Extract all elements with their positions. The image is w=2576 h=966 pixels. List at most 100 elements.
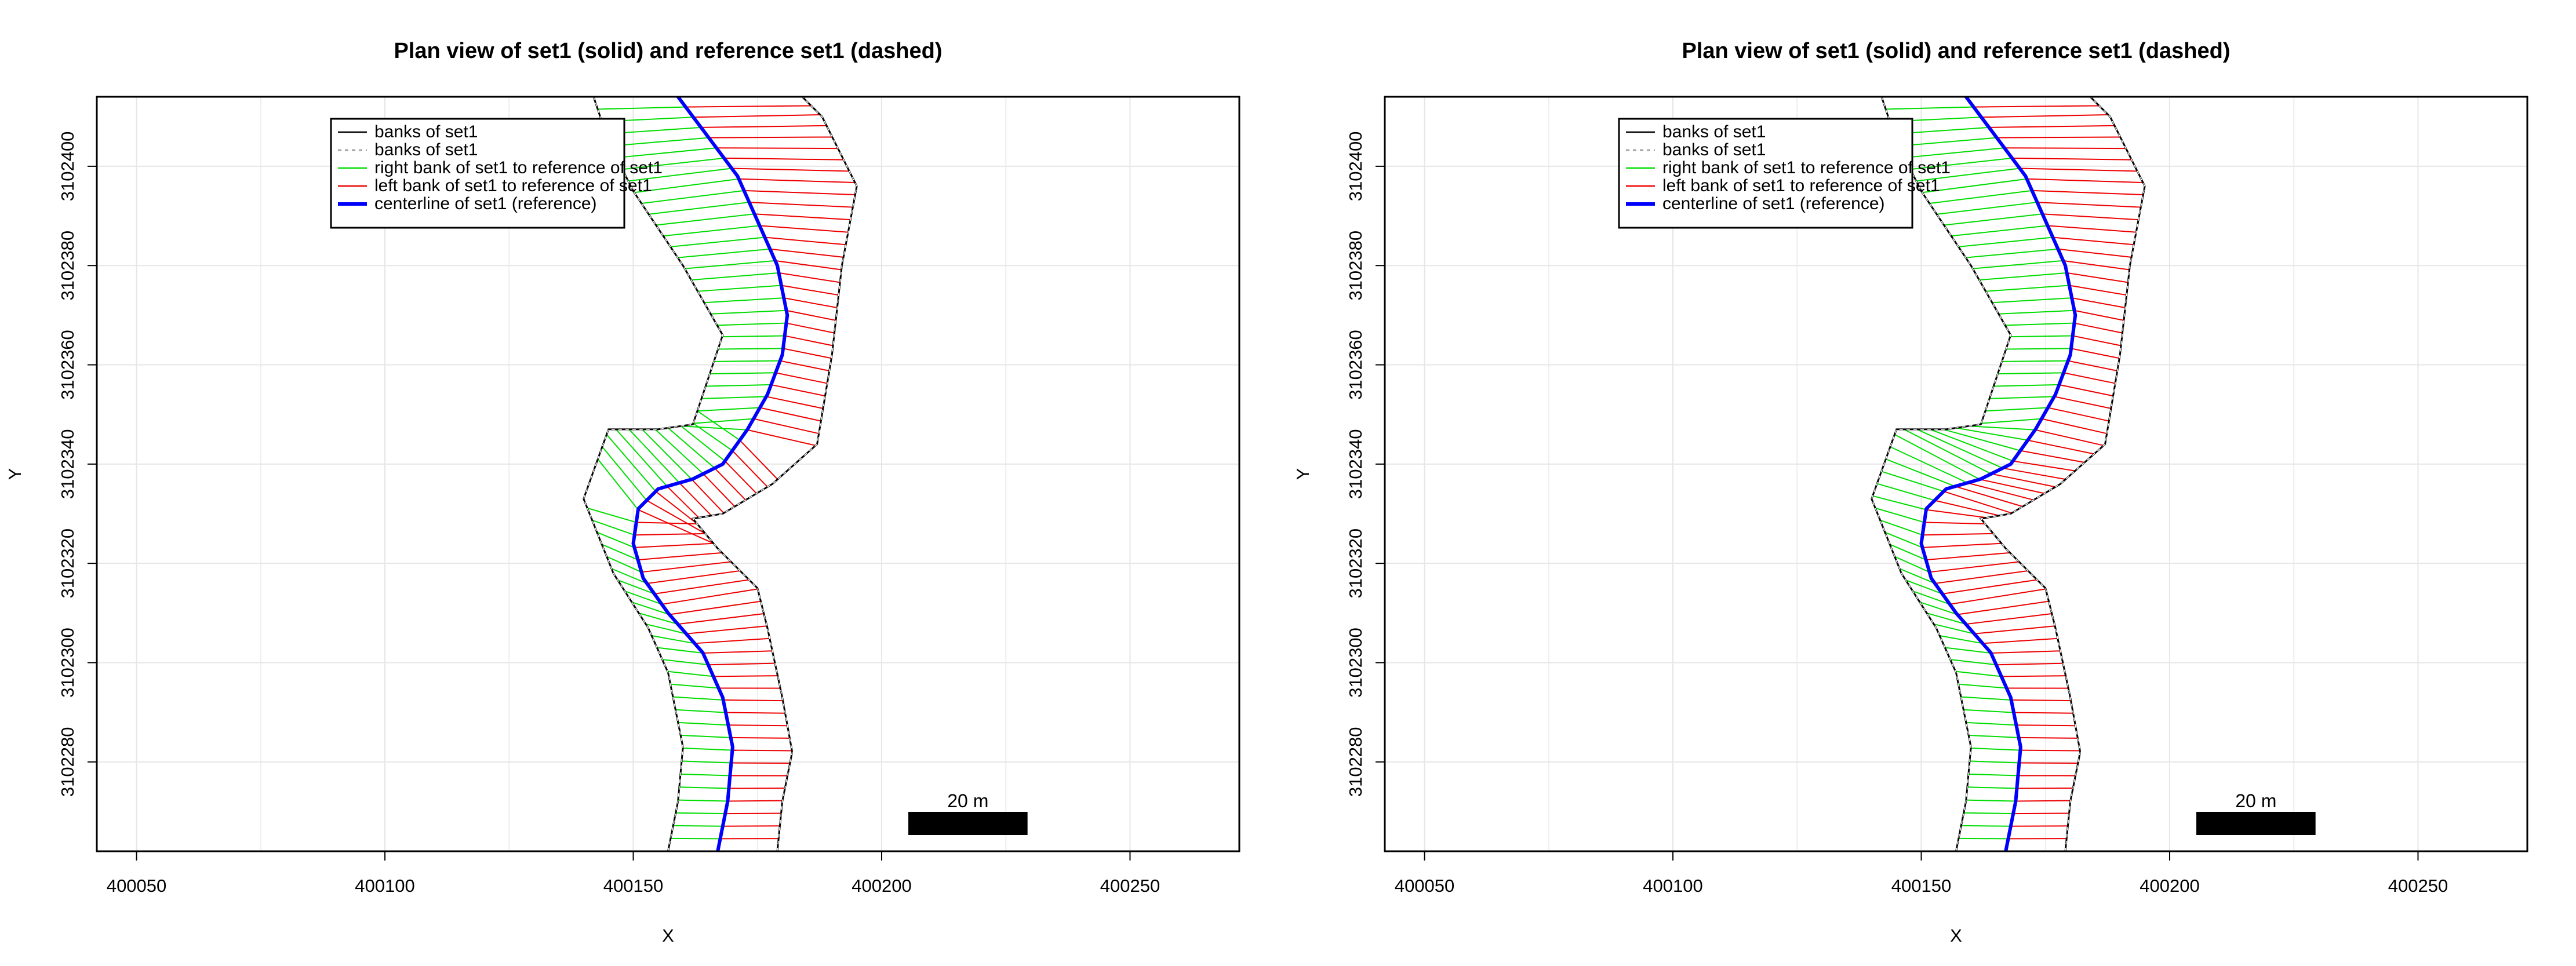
left-bank-connector xyxy=(1926,552,2010,561)
right-bank-connector xyxy=(610,137,709,147)
right-bank-connector xyxy=(1973,260,2064,269)
right-bank-connector xyxy=(1998,372,2064,375)
left-bank-connector xyxy=(641,561,732,573)
left-bank-connector xyxy=(1996,662,2064,666)
y-tick-label: 3102400 xyxy=(57,132,78,202)
left-bank-connector xyxy=(1926,509,1987,519)
legend-label: banks of set1 xyxy=(1662,140,1766,159)
right-bank-connector xyxy=(685,260,776,269)
right-bank-connector xyxy=(678,721,729,726)
right-bank-connector xyxy=(1919,602,1958,615)
x-axis-label: X xyxy=(662,925,674,946)
left-bank-connector xyxy=(2002,467,2066,480)
left-bank-connector xyxy=(2035,429,2104,446)
right-bank-connector xyxy=(663,225,760,237)
left-bank-connector xyxy=(1967,482,2034,501)
plot-panel-left: Plan view of set1 (solid) and reference … xyxy=(5,39,1240,946)
right-bank-connector xyxy=(1944,213,2043,226)
right-bank-connector xyxy=(1958,236,2053,247)
left-bank-connector xyxy=(786,322,835,334)
right-bank-connector xyxy=(606,556,642,573)
left-bank-connector xyxy=(646,570,740,584)
right-bank-connector xyxy=(1905,579,1943,595)
right-bank-connector xyxy=(602,446,647,501)
left-bank-connector xyxy=(1934,500,2000,516)
right-bank-connector xyxy=(1963,709,2014,713)
right-bank-connector xyxy=(662,659,708,666)
right-bank-connector xyxy=(652,635,695,644)
left-bank-connector xyxy=(759,225,849,233)
left-bank-connector xyxy=(638,552,722,561)
right-bank-connector xyxy=(617,579,655,595)
x-axis-label: X xyxy=(1950,925,1962,946)
y-tick-label: 3102340 xyxy=(57,429,78,500)
left-bank-connector xyxy=(2013,812,2069,815)
right-bank-connector xyxy=(628,167,732,182)
right-bank-connector xyxy=(1916,167,2020,182)
right-bank-connector xyxy=(638,612,678,625)
left-bank-connector xyxy=(703,473,736,507)
right-bank-connector xyxy=(679,786,729,789)
right-bank-connector xyxy=(718,348,783,350)
y-tick-label: 3102360 xyxy=(57,330,78,400)
right-bank-connector xyxy=(1963,812,2014,815)
y-tick-label: 3102300 xyxy=(57,628,78,698)
left-bank-connector xyxy=(732,450,768,487)
right-bank-connector xyxy=(1894,556,1930,573)
right-bank-connector xyxy=(1880,519,1923,536)
scale-bar: 20 m xyxy=(908,790,1028,835)
right-bank-connector xyxy=(1930,428,2013,462)
y-tick-label: 3102320 xyxy=(57,528,78,599)
legend-box xyxy=(1618,118,1913,229)
left-bank-connector xyxy=(775,260,842,271)
x-tick-label: 400050 xyxy=(107,876,166,896)
left-bank-connector xyxy=(679,482,712,516)
left-bank-connector xyxy=(2020,749,2080,752)
left-bank-connector xyxy=(2047,407,2109,422)
y-tick-label: 3102320 xyxy=(1345,528,1366,599)
right-bank-connector xyxy=(1970,747,2021,751)
right-bank-connector xyxy=(704,297,784,304)
right-bank-connector xyxy=(634,178,739,194)
left-bank-connector xyxy=(2053,236,2134,246)
left-bank-connector xyxy=(2058,248,2132,258)
right-bank-connector xyxy=(682,747,733,751)
right-bank-connector xyxy=(587,507,637,523)
left-bank-connector xyxy=(701,125,827,128)
x-tick-label: 400250 xyxy=(1100,876,1160,896)
right-bank-connector xyxy=(611,568,647,584)
right-bank-connector xyxy=(1981,418,2042,424)
left-bank-connector xyxy=(2028,439,2094,455)
right-bank-connector xyxy=(1943,428,2021,451)
right-bank-connector xyxy=(1951,225,2048,237)
right-bank-connector xyxy=(681,734,731,738)
left-bank-connector xyxy=(2012,157,2132,161)
right-bank-connector xyxy=(597,458,639,511)
scale-bar-rect xyxy=(2196,812,2316,835)
right-bank-connector xyxy=(1912,590,1951,605)
plot-frame xyxy=(96,96,1240,852)
right-bank-connector xyxy=(1881,471,1944,492)
right-bank-connector xyxy=(722,335,785,338)
left-bank-connector xyxy=(1982,637,2058,644)
left-bank-connector xyxy=(1929,561,2020,573)
right-bank-connector xyxy=(1969,425,2036,431)
left-bank-reference-dashed xyxy=(692,97,857,851)
right-bank-connector xyxy=(622,157,725,170)
right-bank-connector xyxy=(672,696,723,701)
right-bank-connector xyxy=(1875,507,1925,523)
legend-label: left bank of set1 to reference of set1 xyxy=(374,176,652,195)
y-tick-label: 3102300 xyxy=(1345,628,1366,698)
right-bank-connector xyxy=(1889,544,1926,561)
y-tick-label: 3102280 xyxy=(57,727,78,797)
left-bank-connector xyxy=(766,396,824,409)
left-bank-connector xyxy=(738,178,856,184)
right-bank-connector xyxy=(656,213,755,226)
left-bank-connector xyxy=(2013,460,2076,472)
left-bank-connector xyxy=(759,407,821,422)
left-bank-connector xyxy=(2074,309,2124,321)
y-tick-label: 3102340 xyxy=(1345,429,1366,500)
left-bank-connector xyxy=(723,699,783,702)
left-bank-connector xyxy=(2041,418,2107,435)
